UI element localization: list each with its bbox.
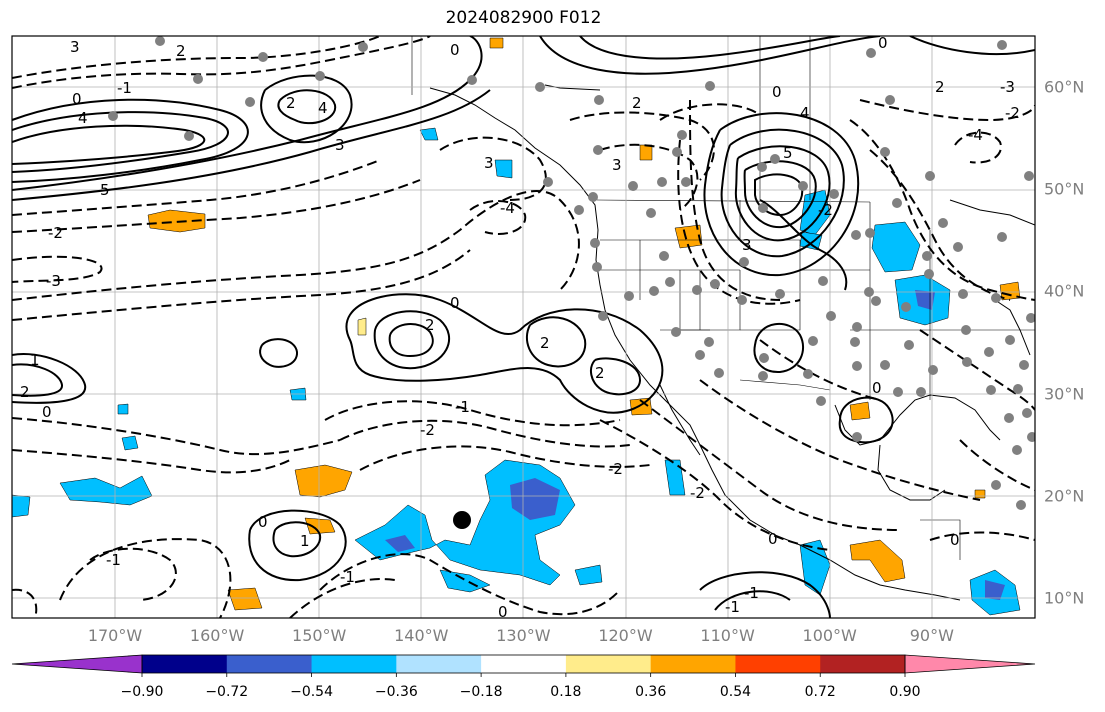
contour-label: 2 [540,334,550,352]
contour-label: 1 [30,351,40,369]
contour-label: -4 [968,126,983,144]
contour-label: 0 [498,603,508,621]
colorbar-tick-label: −0.36 [374,684,418,700]
colorbar-extend-low [11,654,143,674]
map-title: 2024082900 F012 [445,8,602,28]
contour-label: 2 [632,94,642,112]
contour-label: 0 [450,41,460,59]
contour-label: -2 [608,460,623,478]
colorbar-tick-label: 0.18 [550,684,582,700]
contour-label: 2 [20,383,30,401]
contour-label: -2 [48,224,63,242]
latitude-label: 60°N [1044,77,1085,97]
contour-label: 2 [176,42,186,60]
dashed-contours [12,36,1035,618]
contour-label: -1 [106,551,121,569]
contour-label: 3 [335,136,345,154]
longitude-label: 100°W [802,626,857,645]
contour-label: -2 [420,421,435,439]
contour-label: 4 [78,109,88,127]
contour-label: -2 [818,201,833,219]
contour-label: 3 [612,156,622,174]
colorbar-tick-label: 0.36 [635,684,667,700]
shaded-negative-regions [12,127,1021,616]
contour-label: 0 [772,83,782,101]
longitude-label: 120°W [598,626,653,645]
longitude-label: 130°W [496,626,551,645]
track-point-marker [453,511,471,529]
station-markers [108,36,1035,510]
colorbar-tick-label: 0.90 [889,684,921,700]
contour-label: -2 [1005,104,1020,122]
contour-label: -1 [340,568,355,586]
longitude-label: 160°W [189,626,245,645]
colorbar-tick-label: 0.72 [804,684,836,700]
colorbar-segment [820,655,906,673]
colorbar-tick-label: −0.54 [290,684,333,700]
colorbar-segment [396,655,482,673]
colorbar-tick-label: −0.72 [205,684,249,700]
contour-label: 0 [950,531,960,549]
map-panel: 3 2 0 -1 4 5 2 3 0 -2 -3 4 3 0 -4 2 -3 2… [12,34,1035,621]
contour-label: 0 [72,90,82,108]
latitude-label: 20°N [1044,486,1085,506]
longitude-label: 90°W [909,626,954,645]
longitude-label: 110°W [700,626,755,645]
latitude-label: 30°N [1044,384,1085,404]
contour-label: -4 [500,199,515,217]
colorbar-segment [226,655,313,673]
colorbar-extend-high [904,654,1036,674]
colorbar-segment [650,655,736,673]
graticule [12,36,1035,618]
shaded-positive-regions [147,37,1021,611]
longitude-label: 140°W [394,626,449,645]
colorbar-tick-label: −0.18 [459,684,503,700]
contour-label: 2 [935,78,945,96]
contour-label: -1 [117,79,132,97]
contour-label: 3 [484,154,494,172]
contour-label: 0 [768,530,778,548]
longitude-label: 150°W [292,626,347,645]
contour-label: 0 [42,403,52,421]
contour-label: 0 [872,379,882,397]
latitude-label: 10°N [1044,588,1085,608]
contour-label: -1 [744,584,759,602]
contour-label: 3 [742,236,752,254]
colorbar-segment [142,655,228,673]
colorbar-tick-label: 0.54 [719,684,752,700]
latitude-label: 40°N [1044,281,1085,301]
contour-label: 5 [100,181,110,199]
contour-label: 2 [595,364,605,382]
colorbar-tick-label: −0.90 [120,684,164,700]
contour-label: 2 [286,94,296,112]
contour-label: 3 [70,38,80,56]
contour-label: -1 [725,598,740,616]
contour-label: 5 [783,144,793,162]
contour-label: -1 [455,398,470,416]
contour-label: -2 [690,484,705,502]
contour-label: -3 [46,272,61,290]
longitude-label: 170°W [87,626,143,645]
contour-label: 2 [425,316,435,334]
map-frame [11,35,1036,619]
contour-label: 4 [800,104,810,122]
colorbar-segment [311,655,397,673]
colorbar-segment [481,655,567,673]
contour-label: 0 [878,34,888,52]
contour-label: 1 [300,532,310,550]
contour-labels: 3 2 0 -1 4 5 2 3 0 -2 -3 4 3 0 -4 2 -3 2… [20,34,1020,621]
solid-contours [12,36,1035,618]
contour-label: 0 [450,294,460,312]
colorbar-segment [735,655,821,673]
contour-label: 4 [318,99,328,117]
coastlines [429,84,1035,601]
colorbar-segment [565,655,652,673]
colorbar [11,654,1036,677]
contour-label: -3 [1000,78,1015,96]
contour-label: 0 [258,513,268,531]
latitude-label: 50°N [1044,179,1085,199]
